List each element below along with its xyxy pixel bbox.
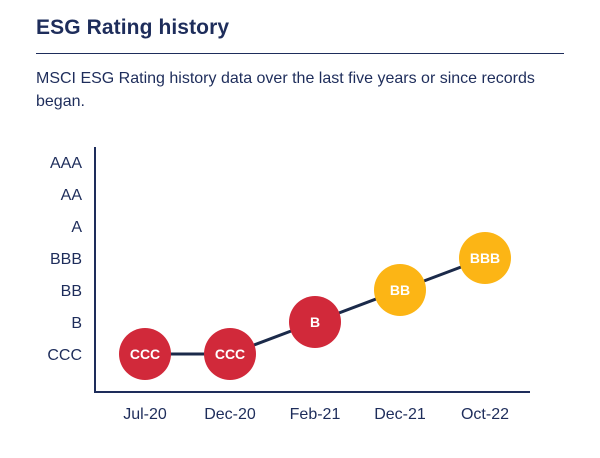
rating-point-marker bbox=[374, 264, 426, 317]
rating-point-marker bbox=[119, 328, 171, 381]
x-axis-label: Oct-22 bbox=[461, 406, 509, 423]
rating-point-marker bbox=[204, 328, 256, 381]
rating-point-marker bbox=[459, 232, 511, 285]
page-subtitle: MSCI ESG Rating history data over the la… bbox=[36, 70, 535, 111]
x-axis-label: Dec-21 bbox=[374, 406, 426, 423]
y-axis-label: BB bbox=[61, 283, 82, 300]
esg-rating-chart: AAA AA A BBB BB B CCC CCC CCC B BB BBB Jul-20 Dec-20 F… bbox=[0, 137, 600, 458]
rating-point-label: BBB bbox=[470, 250, 500, 266]
rating-point-label: BB bbox=[390, 282, 410, 298]
page-title: ESG Rating history bbox=[36, 16, 230, 39]
rating-point-label: B bbox=[310, 314, 320, 330]
x-axis-label: Feb-21 bbox=[290, 406, 341, 423]
y-axis-label: AAA bbox=[50, 155, 82, 172]
rating-point-marker bbox=[289, 296, 341, 349]
chart-axes bbox=[94, 147, 530, 394]
rating-point-label: CCC bbox=[130, 346, 160, 362]
y-axis-label: AA bbox=[61, 187, 83, 204]
rating-point-label: CCC bbox=[215, 346, 245, 362]
header: ESG Rating history MSCI ESG Rating histo… bbox=[0, 0, 600, 113]
y-axis-label: CCC bbox=[47, 347, 82, 364]
title-divider bbox=[36, 53, 564, 54]
x-axis-label: Jul-20 bbox=[123, 406, 167, 423]
y-axis-label: B bbox=[71, 315, 82, 332]
x-axis-label: Dec-20 bbox=[204, 406, 256, 423]
y-axis-label: BBB bbox=[50, 251, 82, 268]
y-axis-label: A bbox=[71, 219, 82, 236]
